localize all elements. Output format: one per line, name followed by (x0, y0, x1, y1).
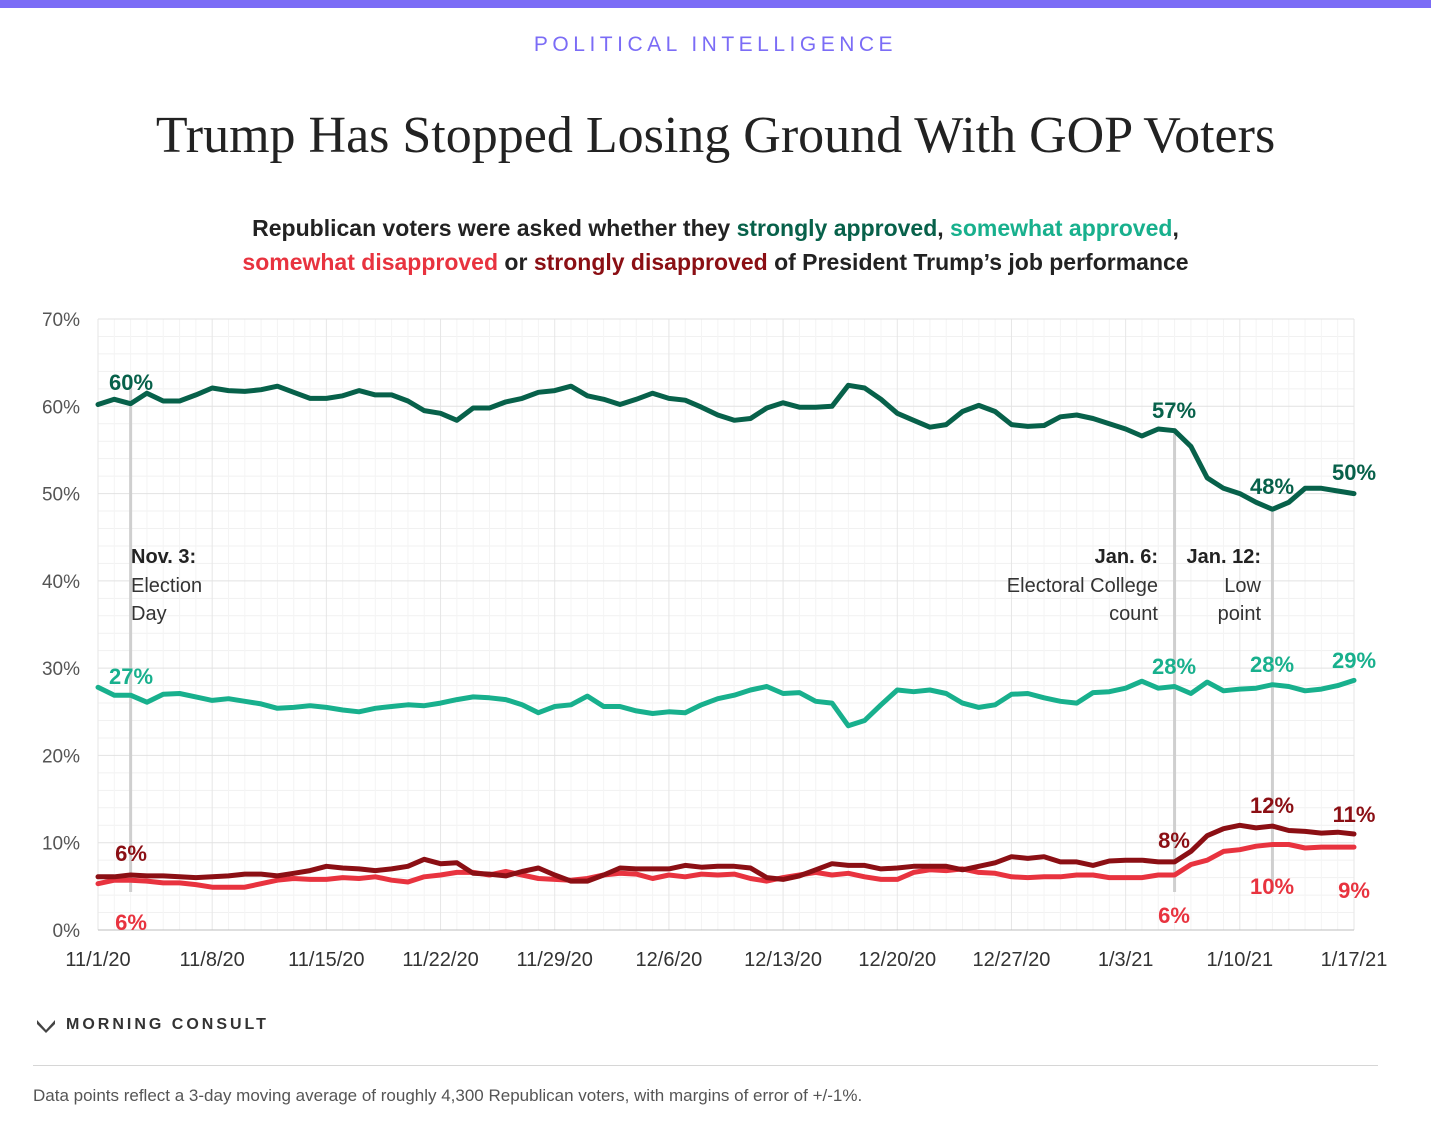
data-label: 28% (1152, 654, 1196, 679)
annotation-title: Jan. 12: (1187, 546, 1261, 568)
footer-divider (33, 1065, 1378, 1066)
subtitle-strongly-disapproved: strongly disapproved (533, 249, 768, 275)
x-tick-label: 1/3/21 (1098, 949, 1154, 971)
series-line-strongly-approved (95, 382, 1357, 512)
annotation-title: Nov. 3: (131, 546, 196, 568)
subtitle-text: Republican voters were asked whether the… (252, 215, 737, 241)
morning-consult-logo-icon (37, 1020, 55, 1033)
kicker: POLITICAL INTELLIGENCE (533, 33, 898, 56)
data-label: 8% (1158, 828, 1190, 853)
y-tick-label: 0% (53, 921, 81, 942)
series-line-somewhat-approved (95, 677, 1357, 729)
data-label: 27% (109, 664, 153, 689)
top-accent-bar (0, 0, 1431, 8)
y-tick-label: 20% (42, 746, 80, 767)
brand: MORNING CONSULT (36, 1016, 269, 1034)
data-label: 9% (1338, 878, 1370, 903)
data-label: 6% (1158, 903, 1190, 928)
annotation-text: Low (1224, 575, 1261, 597)
subtitle-line-2: somewhat disapproved or strongly disappr… (0, 245, 1431, 279)
series-line-strongly-disapproved (95, 822, 1357, 884)
data-label: 50% (1332, 460, 1376, 485)
subtitle-text: , (1172, 215, 1179, 241)
annotation-text: Electoral College (1007, 575, 1158, 597)
annotation-text: point (1218, 603, 1262, 625)
y-tick-label: 60% (42, 397, 80, 418)
y-tick-label: 30% (42, 659, 80, 680)
x-tick-label: 12/13/20 (744, 949, 822, 971)
data-label: 12% (1250, 793, 1294, 818)
subtitle-somewhat-disapproved: somewhat disapproved (242, 249, 499, 275)
y-tick-label: 50% (42, 485, 80, 506)
x-tick-label: 12/20/20 (858, 949, 936, 971)
annotation-title: Jan. 6: (1095, 546, 1158, 568)
line-chart: 0% 10% 20% 30% 40% 50% 60% 70% 11/1/20 11/8/20 11/… (42, 310, 1388, 971)
series-line-somewhat-disapproved (95, 842, 1357, 890)
data-label: 48% (1250, 474, 1294, 499)
annotation-text: Election (131, 575, 202, 597)
subtitle-somewhat-approved: somewhat approved (950, 215, 1173, 241)
data-label: 57% (1152, 398, 1196, 423)
footnote: Data points reflect a 3-day moving avera… (33, 1086, 863, 1105)
y-tick-label: 40% (42, 572, 80, 593)
data-label: 29% (1332, 648, 1376, 673)
chart-title: Trump Has Stopped Losing Ground With GOP… (155, 107, 1276, 164)
data-label: 28% (1250, 652, 1294, 677)
x-tick-label: 11/29/20 (517, 949, 593, 971)
chart-subtitle: Republican voters were asked whether the… (0, 211, 1431, 279)
subtitle-strongly-approved: strongly approved (736, 215, 938, 241)
x-tick-label: 1/10/21 (1206, 949, 1273, 971)
subtitle-line-1: Republican voters were asked whether the… (0, 211, 1431, 245)
x-tick-label: 12/27/20 (973, 949, 1051, 971)
annotation-text: count (1109, 603, 1158, 625)
subtitle-text: of President Trump’s job performance (767, 249, 1189, 275)
subtitle-text: , (937, 215, 951, 241)
x-tick-label: 12/6/20 (636, 949, 703, 971)
brand-name: MORNING CONSULT (66, 1016, 269, 1033)
data-label: 11% (1333, 802, 1376, 827)
annotation-text: Day (131, 603, 167, 625)
data-label: 6% (115, 841, 147, 866)
y-tick-label: 10% (42, 834, 80, 855)
data-label: 10% (1250, 874, 1294, 899)
subtitle-text: or (498, 249, 534, 275)
x-tick-label: 11/1/20 (65, 949, 130, 971)
data-label: 6% (115, 910, 147, 935)
y-tick-label: 70% (42, 310, 80, 331)
x-tick-label: 11/22/20 (402, 949, 478, 971)
x-tick-label: 11/8/20 (180, 949, 245, 971)
data-label: 60% (109, 370, 153, 395)
x-tick-label: 11/15/20 (288, 949, 364, 971)
x-tick-label: 1/17/21 (1321, 949, 1388, 971)
